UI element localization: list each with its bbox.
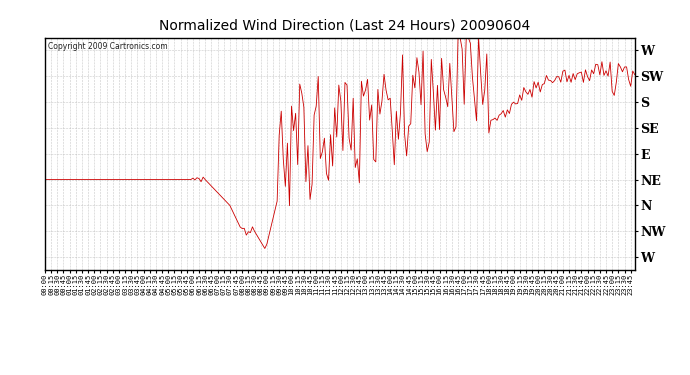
Text: Normalized Wind Direction (Last 24 Hours) 20090604: Normalized Wind Direction (Last 24 Hours… bbox=[159, 19, 531, 33]
Text: Copyright 2009 Cartronics.com: Copyright 2009 Cartronics.com bbox=[48, 42, 168, 51]
